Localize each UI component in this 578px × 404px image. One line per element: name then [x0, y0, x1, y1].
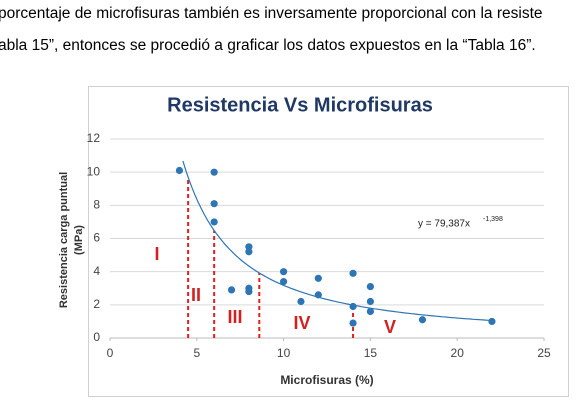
- trendline: [182, 160, 492, 322]
- x-axis-label: Microfisuras (%): [280, 373, 373, 387]
- trendline-exponent: -1,398: [483, 216, 503, 223]
- data-point: [245, 287, 253, 296]
- x-tick-label: 15: [364, 346, 378, 360]
- y-axis-label: (MPa): [73, 225, 85, 255]
- data-point: [227, 286, 236, 294]
- data-point: [280, 268, 288, 276]
- y-tick-label: 8: [93, 198, 100, 212]
- data-point: [314, 274, 322, 282]
- doc-line: abla 15”, entonces se procedió a grafica…: [0, 37, 536, 54]
- y-axis-label: Resistencia carga puntual: [58, 172, 70, 308]
- x-tick-label: 10: [277, 346, 291, 360]
- data-point: [349, 319, 357, 327]
- data-point: [418, 316, 427, 324]
- data-point: [366, 282, 374, 291]
- zone-label: V: [384, 317, 396, 337]
- y-tick-label: 2: [93, 297, 100, 311]
- chart-frame: [88, 86, 569, 397]
- x-tick-label: 0: [107, 346, 114, 360]
- data-point: [245, 248, 253, 256]
- data-point: [366, 297, 374, 306]
- zone-label: I: [154, 244, 159, 264]
- data-point: [210, 168, 218, 176]
- data-point: [314, 291, 322, 299]
- y-tick-label: 12: [87, 131, 101, 145]
- doc-line: porcentaje de microfisuras también es in…: [0, 5, 543, 22]
- trendline-equation: y = 79,387x: [418, 219, 470, 230]
- x-tick-label: 5: [193, 346, 200, 360]
- x-tick-label: 25: [537, 346, 551, 360]
- data-point: [297, 297, 305, 306]
- data-point: [210, 200, 218, 208]
- y-tick-label: 0: [93, 330, 100, 344]
- data-point: [175, 166, 184, 175]
- zone-label: IV: [293, 313, 310, 333]
- data-point: [280, 278, 288, 286]
- x-tick-label: 20: [451, 346, 465, 360]
- data-point: [488, 317, 496, 326]
- zone-label: II: [191, 285, 201, 305]
- data-point: [349, 269, 357, 277]
- y-tick-label: 10: [87, 164, 101, 178]
- data-point: [366, 307, 374, 316]
- data-point: [210, 218, 218, 226]
- y-tick-label: 4: [93, 264, 100, 278]
- chart-title: Resistencia Vs Microfisuras: [167, 94, 433, 116]
- zone-label: III: [227, 307, 242, 327]
- data-point: [349, 302, 357, 311]
- data-point: [245, 243, 253, 251]
- y-tick-label: 6: [93, 231, 100, 245]
